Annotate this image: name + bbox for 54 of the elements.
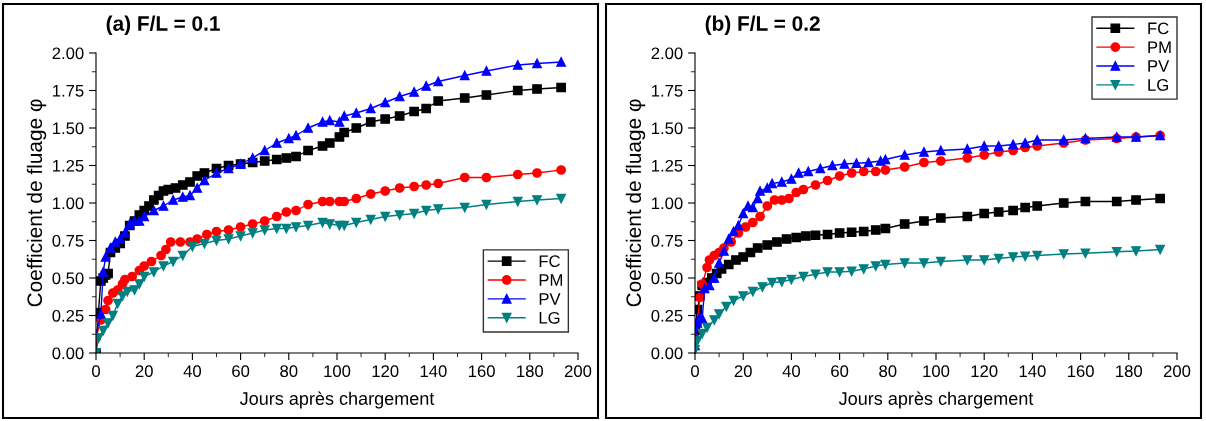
y-tick-label: 1.00 — [53, 197, 84, 210]
legend-label: FC — [539, 255, 560, 268]
x-tick-label: 40 — [782, 365, 801, 378]
x-axis-title: Jours après chargement — [239, 391, 435, 409]
y-tick-label: 1.75 — [53, 85, 84, 97]
legend-label: FC — [1148, 22, 1169, 35]
x-tick-label: 140 — [420, 365, 447, 378]
x-tick-label: 160 — [1067, 365, 1094, 378]
x-tick-label: 0 — [92, 365, 100, 378]
x-tick-label: 20 — [734, 365, 752, 378]
y-tick-label: 0.25 — [52, 309, 84, 322]
y-tick-label: 0.50 — [52, 272, 84, 285]
y-tick-label: 2.00 — [651, 47, 683, 60]
x-tick-label: 60 — [232, 365, 250, 378]
y-axis-title: Coefficient de fluage φ — [625, 99, 646, 307]
x-axis-title: Jours après chargement — [838, 391, 1034, 409]
x-tick-label: 100 — [324, 365, 351, 378]
y-tick-label: 1.00 — [652, 197, 683, 210]
x-tick-label: 200 — [1163, 365, 1191, 378]
y-axis-title: Coefficient de fluage φ — [26, 99, 47, 307]
y-tick-label: 1.25 — [53, 159, 84, 172]
chart-title: (a) F/L = 0.1 — [106, 15, 220, 35]
y-tick-label: 1.50 — [53, 122, 84, 135]
legend-label: PV — [539, 293, 561, 305]
x-tick-label: 180 — [517, 365, 544, 378]
y-tick-label: 0.25 — [651, 309, 683, 322]
y-tick-label: 1.75 — [652, 85, 683, 97]
x-tick-label: 200 — [564, 365, 592, 378]
x-tick-label: 160 — [468, 365, 495, 378]
y-tick-label: 0.00 — [52, 347, 84, 360]
x-tick-label: 140 — [1019, 365, 1046, 378]
x-tick-label: 180 — [1116, 365, 1143, 378]
x-tick-label: 0 — [691, 365, 699, 378]
y-tick-label: 2.00 — [52, 47, 84, 60]
x-tick-label: 120 — [372, 365, 399, 378]
legend-label: PM — [539, 274, 562, 286]
y-tick-label: 0.00 — [651, 347, 683, 360]
y-tick-label: 1.50 — [652, 122, 683, 135]
legend-label: PM — [1148, 41, 1171, 53]
x-tick-label: 100 — [923, 365, 950, 378]
chart-title: (b) F/L = 0.2 — [705, 15, 820, 35]
x-tick-label: 60 — [831, 365, 849, 378]
x-tick-label: 80 — [280, 365, 298, 378]
y-tick-label: 0.75 — [52, 234, 84, 247]
legend-label: LG — [539, 311, 560, 324]
x-tick-label: 80 — [879, 365, 897, 378]
y-tick-label: 1.25 — [652, 159, 683, 172]
y-tick-label: 0.50 — [651, 272, 683, 285]
legend-label: LG — [1148, 79, 1168, 91]
legend-label: PV — [1148, 60, 1170, 72]
x-tick-label: 20 — [135, 365, 153, 378]
x-tick-label: 40 — [183, 365, 202, 378]
x-tick-label: 120 — [971, 365, 998, 378]
y-tick-label: 0.75 — [651, 234, 683, 247]
